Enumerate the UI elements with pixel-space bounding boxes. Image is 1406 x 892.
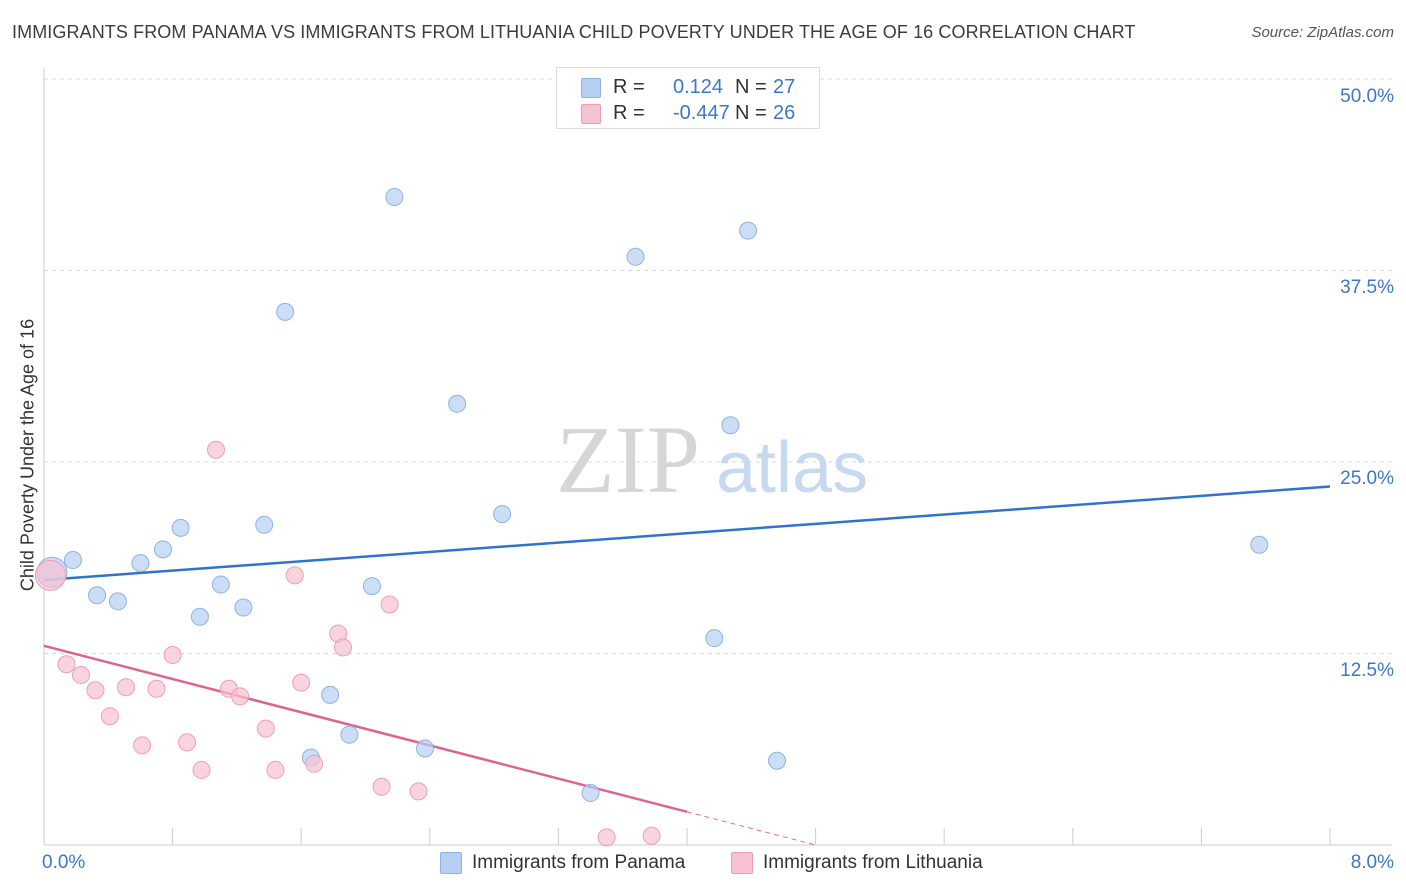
panama-r-label: R = [613,76,645,98]
panama-point [448,394,467,413]
panama-point [190,607,209,626]
lithuania-point [409,782,428,801]
lithuania-point [116,678,135,697]
lithuania-point [34,559,66,591]
lithuania-point [163,646,182,665]
panama-point [171,518,190,537]
data-points [34,187,1269,847]
panama-n-label: N = [735,76,767,98]
watermark-atlas: atlas [716,428,868,508]
panama-point [63,551,82,570]
watermark: ZIP atlas [556,406,868,513]
y-tick-label: 25.0% [1340,468,1394,489]
panama-point [255,515,274,534]
stats-legend: R = 0.124 N = 27 R = -0.447 N = 26 [556,67,820,129]
lithuania-point [231,687,250,706]
lithuania-point [597,828,616,847]
panama-r-value: 0.124 [673,76,724,98]
lithuania-point [57,655,76,674]
lithuania-r-value: -0.447 [673,102,730,124]
chart-title: IMMIGRANTS FROM PANAMA VS IMMIGRANTS FRO… [12,22,1136,42]
panama-point [739,221,758,240]
panama-point [721,416,740,435]
panama-swatch [581,78,601,98]
axes [43,68,1392,846]
lithuania-point [642,826,661,845]
y-axis-label: Child Poverty Under the Age of 16 [17,318,38,592]
lithuania-point [380,595,399,614]
lithuania-point [256,719,275,738]
lithuania-legend-label: Immigrants from Lithuania [763,852,983,873]
lithuania-trend-extension [686,811,816,846]
lithuania-point [292,673,311,692]
lithuania-point [178,733,197,752]
source-credit: Source: ZipAtlas.com [1251,24,1394,41]
lithuania-point [305,754,324,773]
panama-point [385,187,404,206]
lithuania-point [266,760,285,779]
panama-point [768,751,787,770]
panama-legend-swatch [440,852,462,874]
gridlines [44,78,1392,654]
panama-point [88,586,107,605]
lithuania-point [133,736,152,755]
panama-point [234,598,253,617]
lithuania-point [86,681,105,700]
lithuania-point [207,440,226,459]
lithuania-n-value: 26 [773,102,796,124]
lithuania-trend-line [43,644,688,814]
lithuania-point [285,566,304,585]
panama-point [1250,535,1269,554]
panama-point [108,592,127,611]
lithuania-n-label: N = [735,102,767,124]
trend-lines [43,485,1331,846]
panama-point [415,739,434,758]
lithuania-swatch [581,104,601,124]
panama-point [211,575,230,594]
x-tick-label-min: 0.0% [42,852,86,873]
y-tick-label: 50.0% [1340,86,1394,107]
y-tick-label: 37.5% [1340,277,1394,298]
lithuania-point [192,760,211,779]
watermark-zip: ZIP [556,406,700,513]
y-tick-label: 12.5% [1340,660,1394,681]
panama-legend-label: Immigrants from Panama [472,852,686,873]
panama-trend-line [43,485,1331,582]
lithuania-point [372,777,391,796]
panama-point [626,247,645,266]
panama-point [362,577,381,596]
panama-point [276,302,295,321]
lithuania-point [333,638,352,657]
panama-point [153,540,172,559]
x-tick-label-max: 8.0% [1350,852,1394,873]
lithuania-legend-swatch [731,852,753,874]
lithuania-point [100,707,119,726]
lithuania-point [147,679,166,698]
panama-point [581,783,600,802]
panama-point [321,685,340,704]
panama-n-value: 27 [773,76,796,98]
panama-point [131,554,150,573]
lithuania-r-label: R = [613,102,645,124]
panama-point [705,629,724,648]
lithuania-point [71,665,90,684]
panama-point [340,725,359,744]
panama-point [493,505,512,524]
